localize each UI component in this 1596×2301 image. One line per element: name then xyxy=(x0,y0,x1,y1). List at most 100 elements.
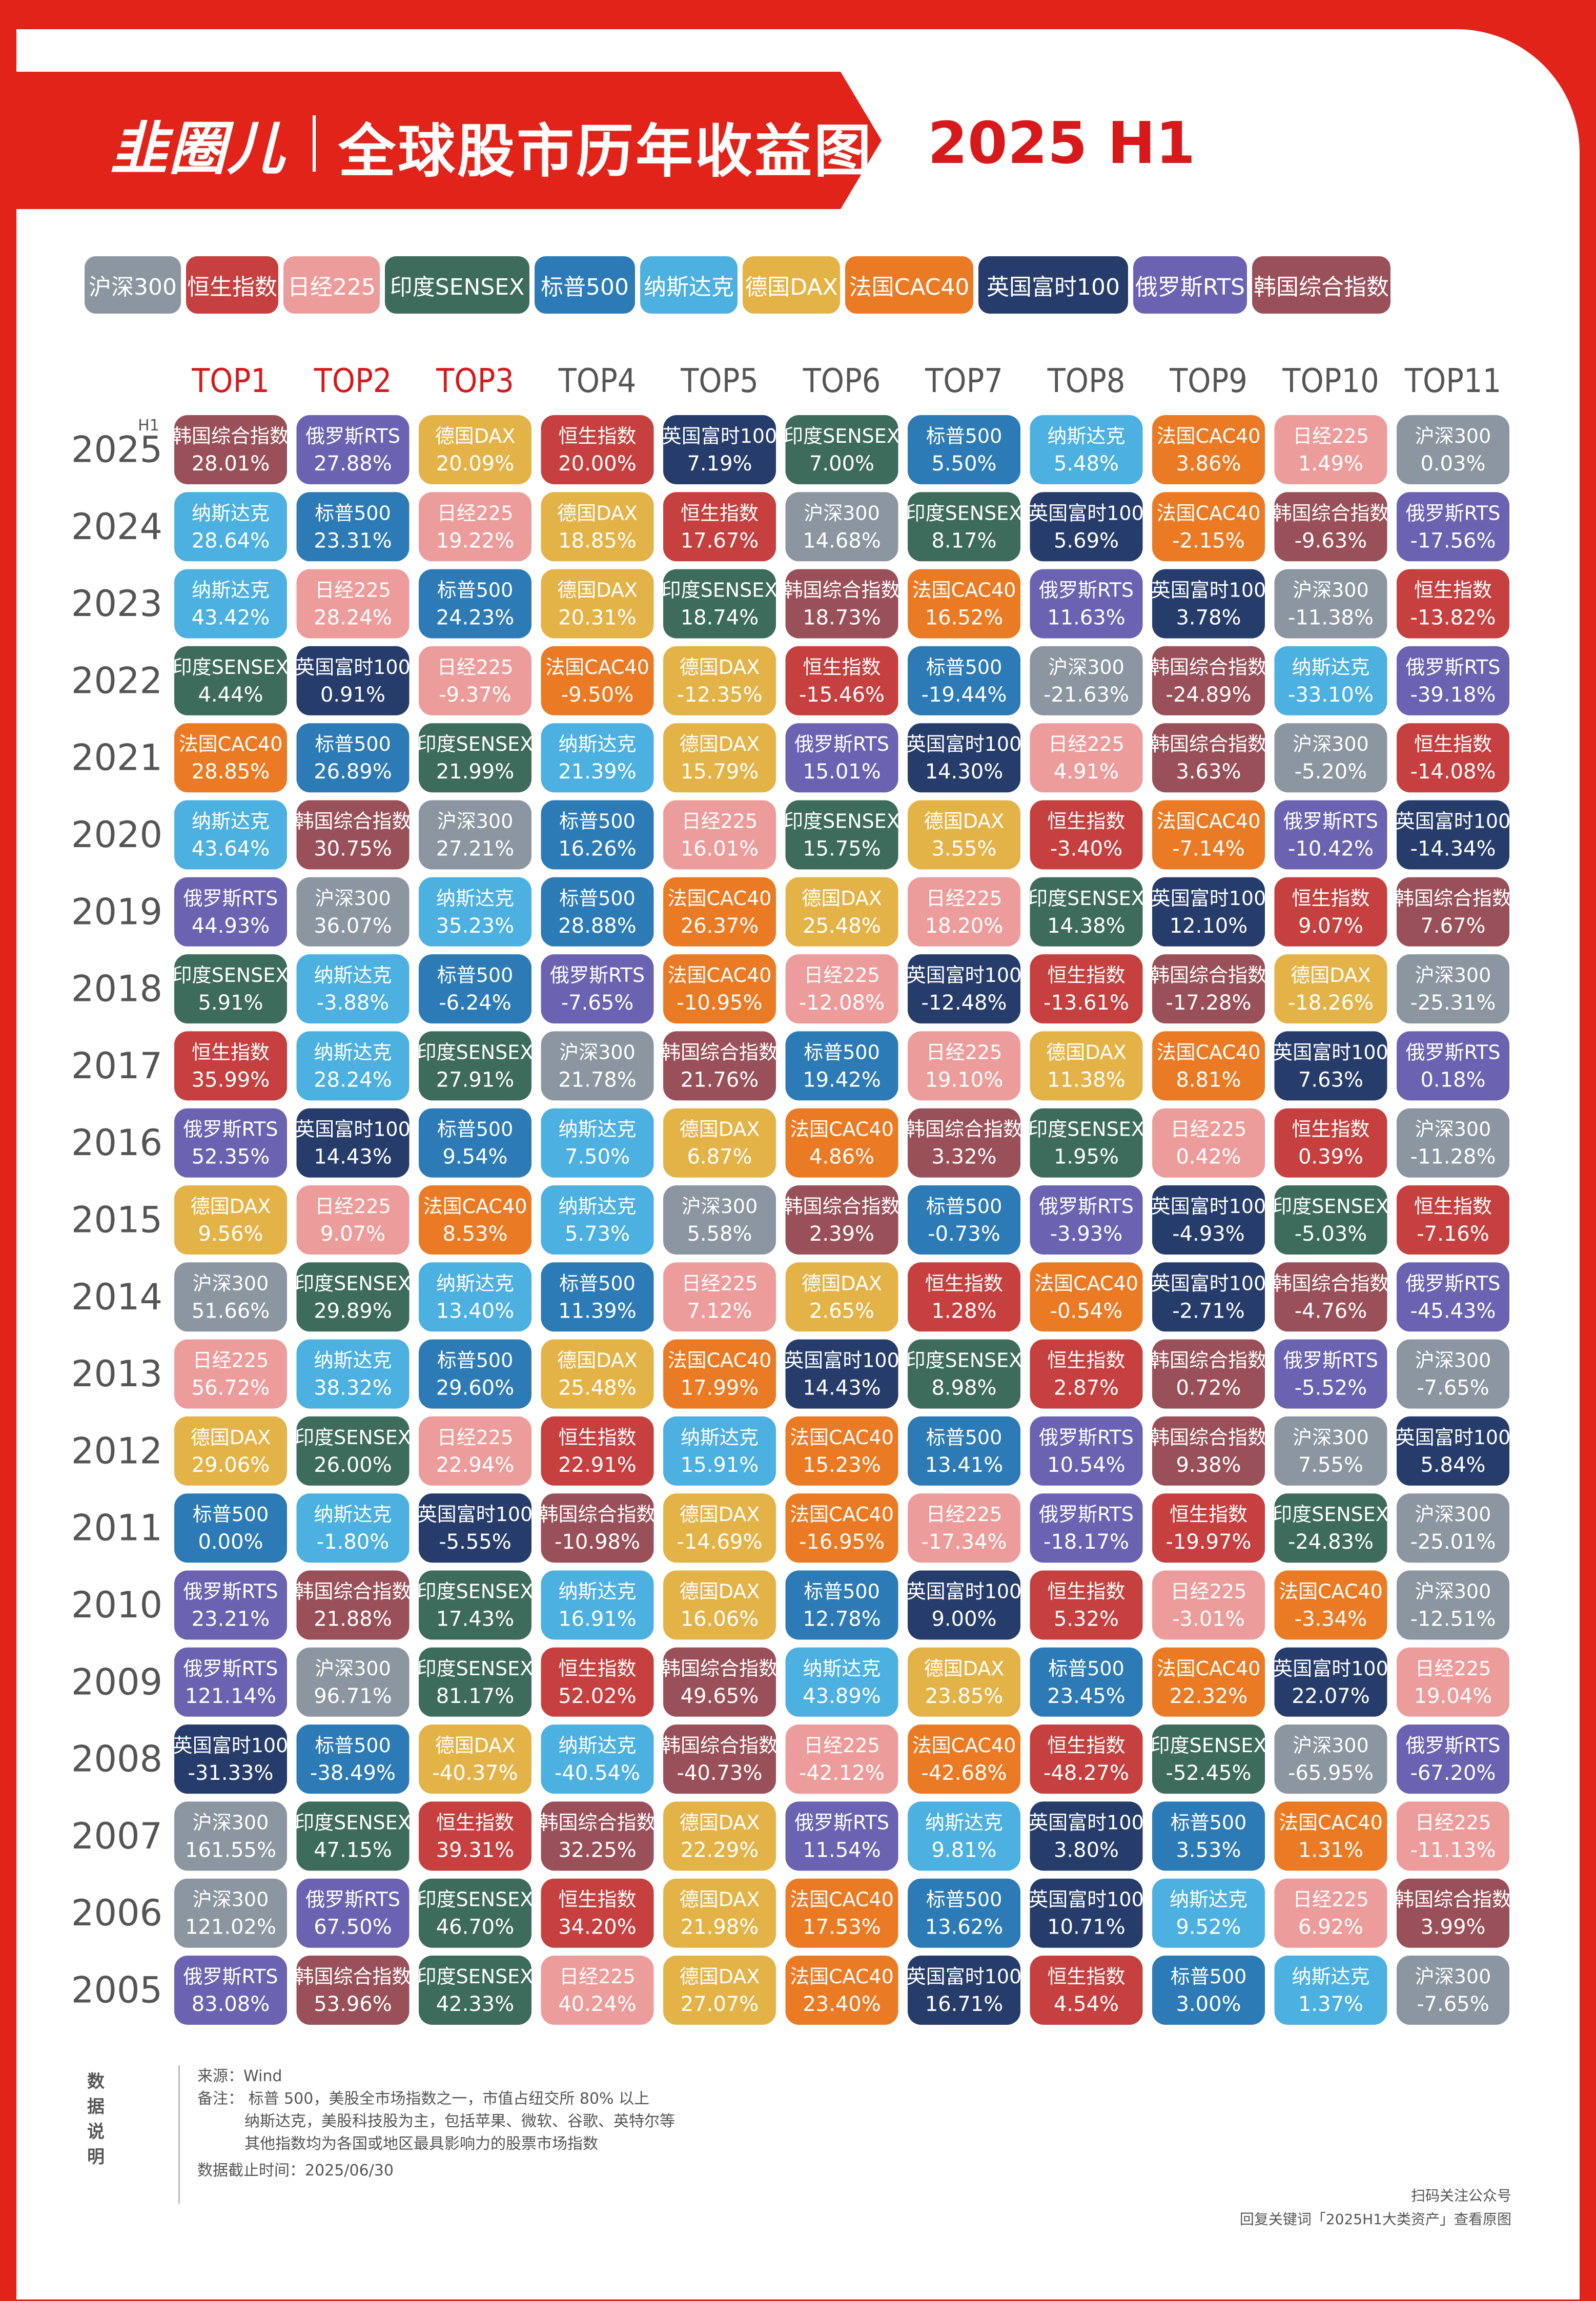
cell-index-name: 德国DAX xyxy=(680,656,760,679)
cell-index-name: 沪深300 xyxy=(193,1272,269,1295)
cell-index-name: 德国DAX xyxy=(557,579,638,602)
rank-cell xyxy=(1030,1416,1143,1486)
rank-cell xyxy=(174,1570,287,1640)
rank-cell xyxy=(785,569,898,639)
cell-index-name: 法国CAC40 xyxy=(790,1503,894,1526)
cell-index-name: 法国CAC40 xyxy=(1157,1041,1261,1063)
rank-cell xyxy=(785,1262,898,1332)
cell-index-name: 韩国综合指数 xyxy=(1150,1426,1267,1449)
cell-return-value: 28.24% xyxy=(314,606,392,630)
cell-return-value: -13.61% xyxy=(1043,991,1129,1015)
cell-return-value: -42.68% xyxy=(922,1761,1007,1785)
year-label: 2011 xyxy=(71,1507,162,1549)
cell-return-value: -10.95% xyxy=(677,991,763,1015)
rank-cell xyxy=(1397,1339,1509,1409)
cell-return-value: 2.87% xyxy=(1054,1377,1119,1400)
cell-index-name: 日经225 xyxy=(682,810,758,833)
cell-return-value: 14.68% xyxy=(803,529,881,552)
cell-return-value: 15.01% xyxy=(803,760,881,784)
cell-index-name: 韩国综合指数 xyxy=(661,1734,778,1757)
cell-return-value: 24.23% xyxy=(436,606,515,630)
cell-index-name: 恒生指数 xyxy=(1414,1195,1492,1218)
rank-cell xyxy=(1397,723,1509,793)
cell-index-name: 印度SENSEX xyxy=(173,656,289,679)
footer-line-2: 回复关键词「2025H1大类资产」查看原图 xyxy=(1239,2211,1511,2228)
cell-index-name: 印度SENSEX xyxy=(784,810,900,833)
cell-index-name: 沪深300 xyxy=(1293,1426,1369,1449)
rank-cell xyxy=(663,1031,776,1101)
legend-item: 韩国综合指数 xyxy=(1252,256,1390,314)
cell-index-name: 沪深300 xyxy=(1415,425,1491,447)
cell-return-value: -17.28% xyxy=(1166,991,1252,1015)
rank-cell xyxy=(663,569,776,639)
rank-cell xyxy=(785,877,898,947)
cell-index-name: 纳斯达克 xyxy=(1047,425,1125,447)
rank-cell xyxy=(174,1031,287,1101)
cell-return-value: 9.07% xyxy=(320,1222,385,1246)
cell-return-value: -9.63% xyxy=(1295,529,1367,552)
cell-index-name: 德国DAX xyxy=(557,502,638,524)
cell-return-value: 8.17% xyxy=(931,529,996,552)
cell-return-value: 28.01% xyxy=(192,452,270,476)
cell-return-value: 16.91% xyxy=(558,1608,637,1631)
cell-return-value: 34.20% xyxy=(558,1916,637,1939)
cell-index-name: 纳斯达克 xyxy=(558,1118,636,1141)
rank-cell xyxy=(419,1262,531,1332)
cell-index-name: 纳斯达克 xyxy=(1292,1965,1369,1988)
cell-return-value: 26.00% xyxy=(314,1453,392,1477)
cell-index-name: 俄罗斯RTS xyxy=(794,1811,889,1834)
rank-cell xyxy=(908,415,1020,484)
cell-return-value: 51.66% xyxy=(192,1299,270,1323)
cell-index-name: 恒生指数 xyxy=(681,502,759,524)
title-banner xyxy=(0,72,882,209)
cell-return-value: -0.54% xyxy=(1050,1299,1123,1323)
cell-index-name: 法国CAC40 xyxy=(1157,502,1261,524)
cell-return-value: -7.14% xyxy=(1172,837,1245,861)
cell-index-name: 纳斯达克 xyxy=(925,1811,1003,1834)
rank-cell xyxy=(908,723,1020,793)
cell-return-value: 18.85% xyxy=(558,529,637,552)
cell-return-value: -31.33% xyxy=(188,1761,274,1785)
cell-return-value: -19.97% xyxy=(1166,1530,1252,1554)
rank-cell xyxy=(1274,1801,1387,1871)
rank-cell xyxy=(1152,646,1265,715)
rank-cell xyxy=(419,1570,531,1640)
cell-return-value: 67.50% xyxy=(314,1916,392,1939)
cell-return-value: 28.24% xyxy=(314,1068,392,1092)
rank-cell xyxy=(296,1416,410,1486)
rank-cell xyxy=(541,1185,654,1255)
cell-index-name: 英国富时100 xyxy=(1273,1041,1388,1063)
cell-return-value: 29.89% xyxy=(314,1299,392,1323)
rank-header: TOP10 xyxy=(1282,362,1379,400)
period-label: 2025 H1 xyxy=(928,110,1196,177)
cell-return-value: 43.64% xyxy=(192,837,270,861)
cell-return-value: 13.41% xyxy=(925,1453,1004,1477)
rank-cell xyxy=(296,569,410,639)
rank-cell xyxy=(1397,1801,1509,1871)
rank-cell xyxy=(663,1416,776,1486)
cell-index-name: 英国富时100 xyxy=(173,1734,289,1757)
cell-index-name: 纳斯达克 xyxy=(558,1195,636,1218)
cell-index-name: 英国富时100 xyxy=(295,1118,411,1141)
rank-cell xyxy=(541,1956,654,2025)
rank-cell xyxy=(174,1956,287,2025)
rank-cell xyxy=(296,646,410,715)
rank-cell xyxy=(663,1801,776,1871)
cell-return-value: 5.32% xyxy=(1054,1608,1119,1631)
cell-return-value: 1.31% xyxy=(1298,1838,1363,1862)
cell-index-name: 韩国综合指数 xyxy=(1150,1349,1267,1372)
cell-index-name: 印度SENSEX xyxy=(1028,1118,1144,1141)
cell-return-value: 35.23% xyxy=(436,914,515,938)
cell-return-value: -14.69% xyxy=(677,1530,763,1554)
cell-return-value: -13.82% xyxy=(1410,606,1496,630)
cell-index-name: 英国富时100 xyxy=(1151,1195,1266,1218)
notes-text: 来源：Wind 备注： 标普 500，美股全市场指数之一，市值占纽交所 80% … xyxy=(197,2065,675,2182)
year-label: 2008 xyxy=(71,1738,162,1780)
cell-return-value: -16.95% xyxy=(799,1530,885,1554)
cell-return-value: 10.71% xyxy=(1047,1916,1126,1939)
cell-index-name: 纳斯达克 xyxy=(436,887,514,910)
cell-index-name: 俄罗斯RTS xyxy=(305,1888,400,1911)
rank-cell xyxy=(1397,1108,1509,1178)
cell-index-name: 恒生指数 xyxy=(1292,1118,1369,1141)
cell-index-name: 恒生指数 xyxy=(1170,1503,1247,1526)
